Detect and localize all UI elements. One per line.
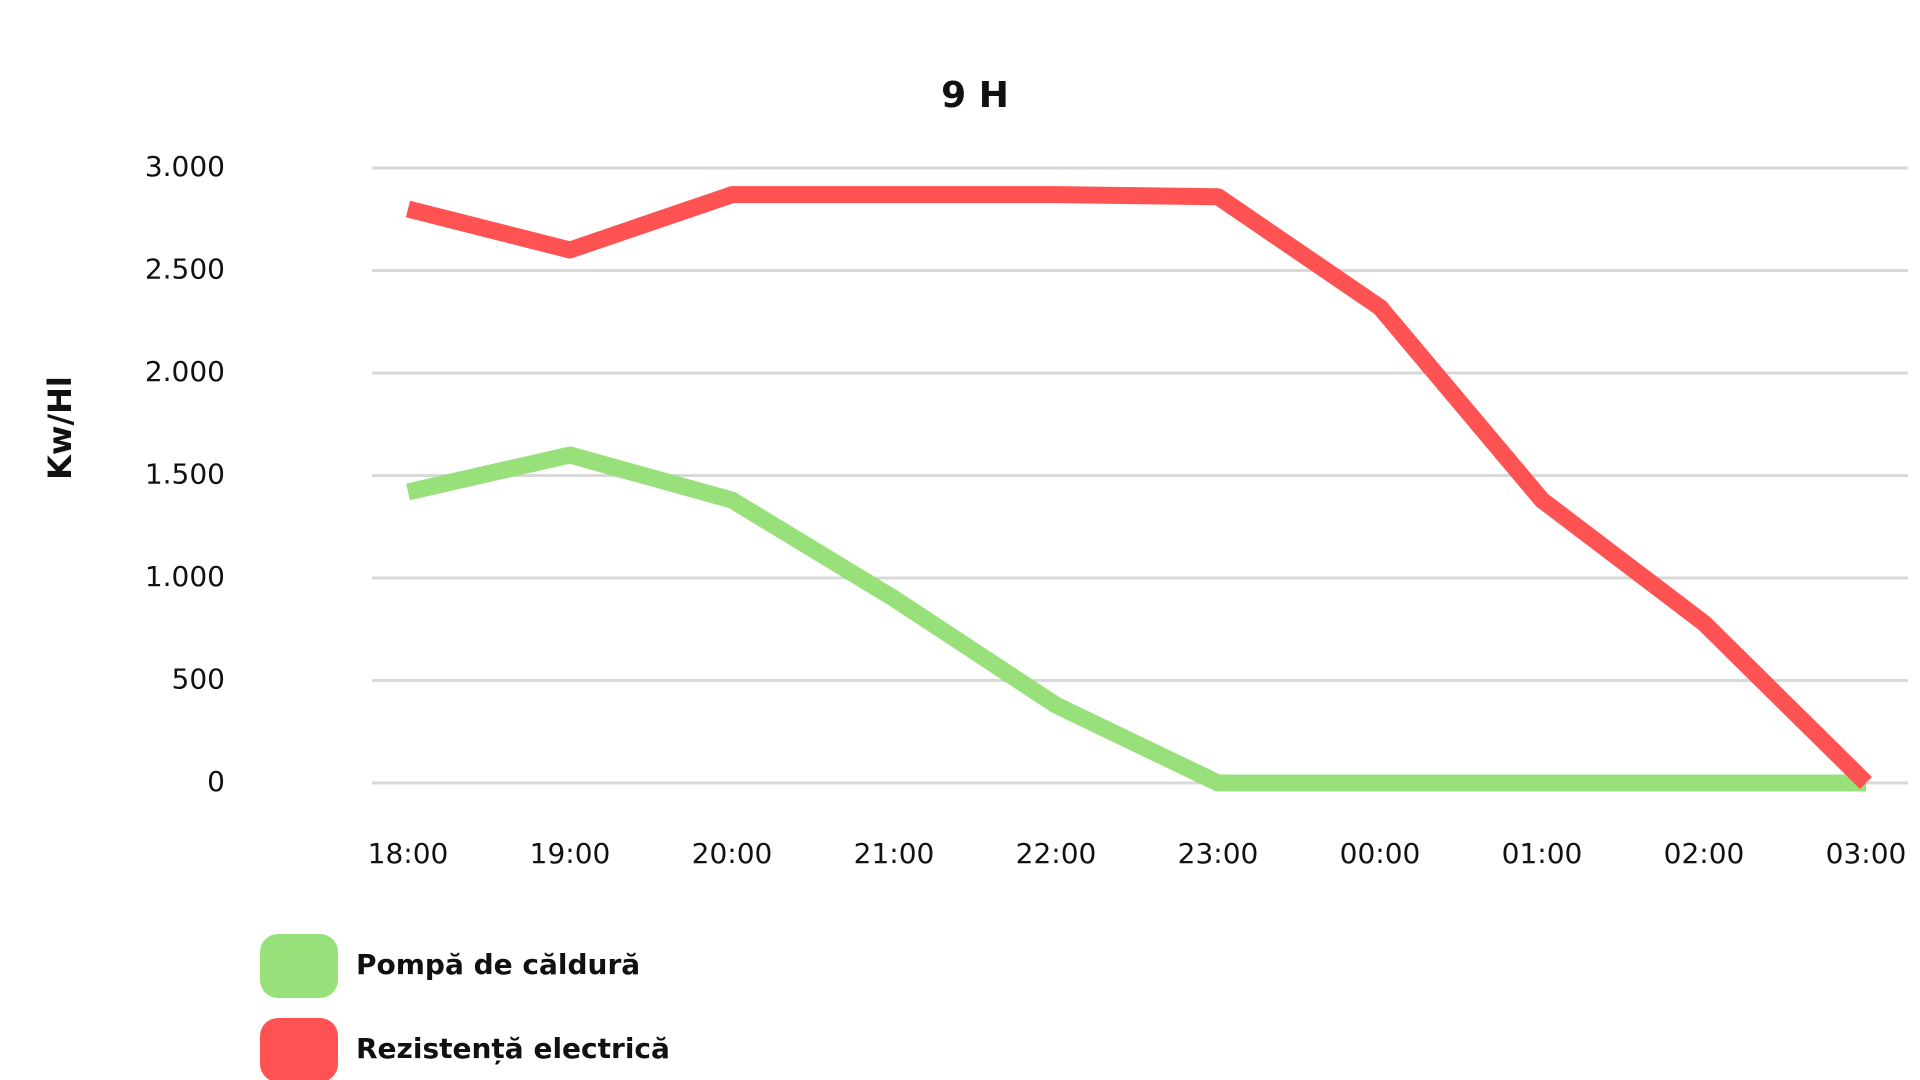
x-tick-label: 21:00	[854, 837, 935, 870]
y-tick-label: 2.000	[145, 355, 225, 388]
series-line	[406, 446, 1866, 792]
y-tick-label: 500	[172, 663, 225, 696]
x-tick-label: 01:00	[1502, 837, 1583, 870]
x-tick-label: 20:00	[692, 837, 773, 870]
legend-label: Pompă de căldură	[356, 948, 640, 981]
x-tick-label: 19:00	[530, 837, 611, 870]
x-tick-label: 22:00	[1016, 837, 1097, 870]
y-tick-label: 2.500	[145, 253, 225, 286]
x-tick-label: 18:00	[368, 837, 449, 870]
x-tick-label: 00:00	[1340, 837, 1421, 870]
y-tick-label: 1.000	[145, 560, 225, 593]
y-axis-title: Kw/Hl	[41, 376, 79, 480]
y-tick-label: 1.500	[145, 458, 225, 491]
series-line	[405, 186, 1872, 790]
y-tick-label: 3.000	[145, 150, 225, 183]
x-tick-label: 03:00	[1826, 837, 1907, 870]
chart-title: 9 H	[941, 75, 1009, 116]
y-tick-label: 0	[207, 765, 225, 798]
legend-swatch	[260, 934, 338, 998]
x-tick-label: 23:00	[1178, 837, 1259, 870]
x-tick-label: 02:00	[1664, 837, 1745, 870]
legend-label: Rezistență electrică	[356, 1032, 670, 1065]
legend-swatch	[260, 1018, 338, 1080]
